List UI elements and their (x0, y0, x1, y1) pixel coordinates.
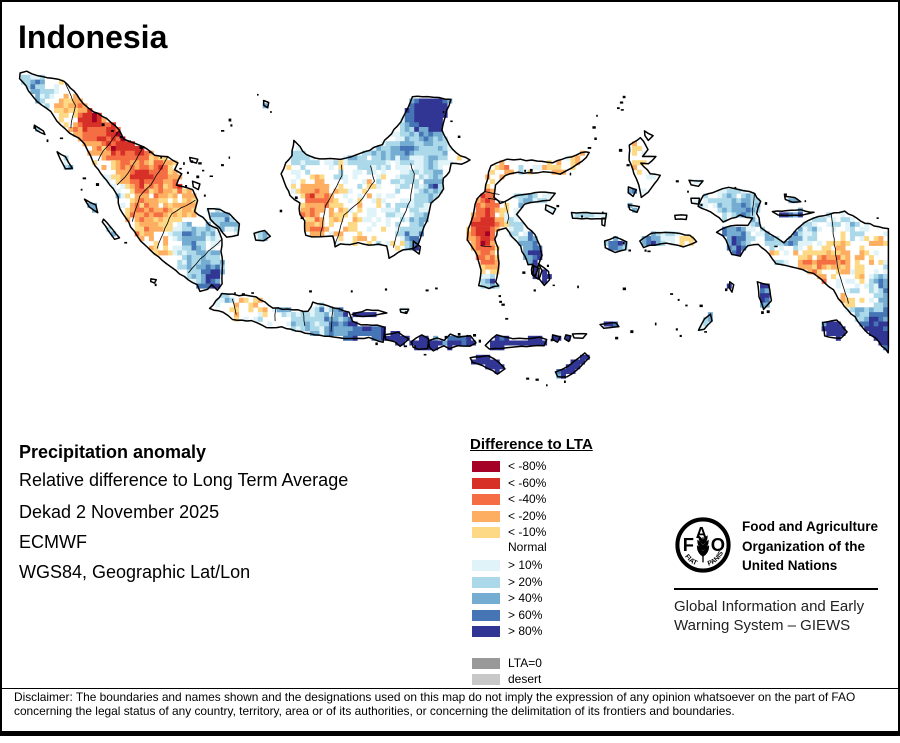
svg-text:O: O (711, 534, 725, 555)
svg-text:A: A (696, 525, 707, 542)
svg-text:F: F (683, 534, 694, 555)
